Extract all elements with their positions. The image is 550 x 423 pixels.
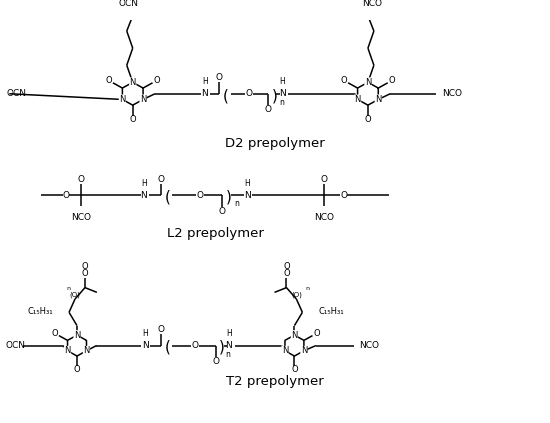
- Text: NCO: NCO: [71, 212, 91, 222]
- Text: O: O: [320, 175, 327, 184]
- Text: N: N: [279, 89, 286, 98]
- Text: (: (: [223, 88, 229, 103]
- Text: n: n: [234, 200, 239, 209]
- Text: O: O: [265, 105, 272, 114]
- Text: N: N: [140, 191, 147, 200]
- Text: O: O: [52, 329, 58, 338]
- Text: ): ): [226, 190, 232, 205]
- Text: H: H: [279, 77, 285, 86]
- Text: O: O: [81, 269, 89, 278]
- Text: N: N: [282, 346, 288, 355]
- Text: n: n: [226, 350, 230, 359]
- Text: O: O: [81, 262, 89, 271]
- Text: (: (: [164, 190, 170, 205]
- Text: n: n: [305, 286, 309, 291]
- Text: H: H: [141, 179, 146, 188]
- Text: O: O: [340, 191, 347, 200]
- Text: NCO: NCO: [314, 212, 334, 222]
- Text: N: N: [226, 341, 232, 350]
- Text: N: N: [83, 346, 90, 355]
- Text: N: N: [142, 341, 148, 350]
- Text: N: N: [140, 95, 146, 104]
- Text: O: O: [283, 262, 290, 271]
- Text: O: O: [215, 73, 222, 82]
- Text: NCO: NCO: [362, 0, 382, 8]
- Text: O: O: [341, 76, 348, 85]
- Text: O: O: [219, 207, 225, 216]
- Text: N: N: [301, 346, 307, 355]
- Text: H: H: [244, 179, 250, 188]
- Text: O: O: [212, 357, 219, 366]
- Text: OCN: OCN: [6, 341, 25, 350]
- Text: N: N: [375, 95, 382, 104]
- Text: (O): (O): [70, 292, 80, 299]
- Text: O: O: [129, 115, 136, 124]
- Text: T2 prepolymer: T2 prepolymer: [226, 375, 324, 388]
- Text: N: N: [130, 78, 136, 87]
- Text: O: O: [388, 76, 395, 85]
- Text: NCO: NCO: [442, 89, 462, 98]
- Text: N: N: [119, 95, 125, 104]
- Text: O: O: [158, 325, 164, 334]
- Text: ): ): [271, 88, 277, 103]
- Text: N: N: [64, 346, 71, 355]
- Text: O: O: [157, 175, 164, 184]
- Text: N: N: [365, 78, 371, 87]
- Text: N: N: [201, 89, 208, 98]
- Text: (O): (O): [291, 292, 302, 299]
- Text: O: O: [245, 89, 252, 98]
- Text: H: H: [226, 329, 232, 338]
- Text: O: O: [291, 365, 298, 374]
- Text: n: n: [279, 98, 284, 107]
- Text: L2 prepolymer: L2 prepolymer: [167, 227, 264, 240]
- Text: ): ): [219, 340, 225, 355]
- Text: N: N: [244, 191, 250, 200]
- Text: C₁₅H₃₁: C₁₅H₃₁: [28, 307, 53, 316]
- Text: H: H: [142, 329, 148, 338]
- Text: O: O: [74, 365, 80, 374]
- Text: n: n: [66, 286, 70, 291]
- Text: (: (: [165, 340, 171, 355]
- Text: O: O: [78, 175, 85, 184]
- Text: OCN: OCN: [119, 0, 139, 8]
- Text: O: O: [191, 341, 199, 350]
- Text: OCN: OCN: [7, 89, 26, 98]
- Text: O: O: [63, 191, 69, 200]
- Text: N: N: [354, 95, 361, 104]
- Text: N: N: [74, 331, 80, 340]
- Text: N: N: [292, 331, 298, 340]
- Text: H: H: [202, 77, 207, 86]
- Text: O: O: [106, 76, 112, 85]
- Text: O: O: [153, 76, 159, 85]
- Text: O: O: [365, 115, 371, 124]
- Text: C₁₅H₃₁: C₁₅H₃₁: [318, 307, 344, 316]
- Text: D2 prepolymer: D2 prepolymer: [225, 137, 325, 150]
- Text: O: O: [313, 329, 320, 338]
- Text: NCO: NCO: [359, 341, 378, 350]
- Text: O: O: [197, 191, 204, 200]
- Text: O: O: [283, 269, 290, 278]
